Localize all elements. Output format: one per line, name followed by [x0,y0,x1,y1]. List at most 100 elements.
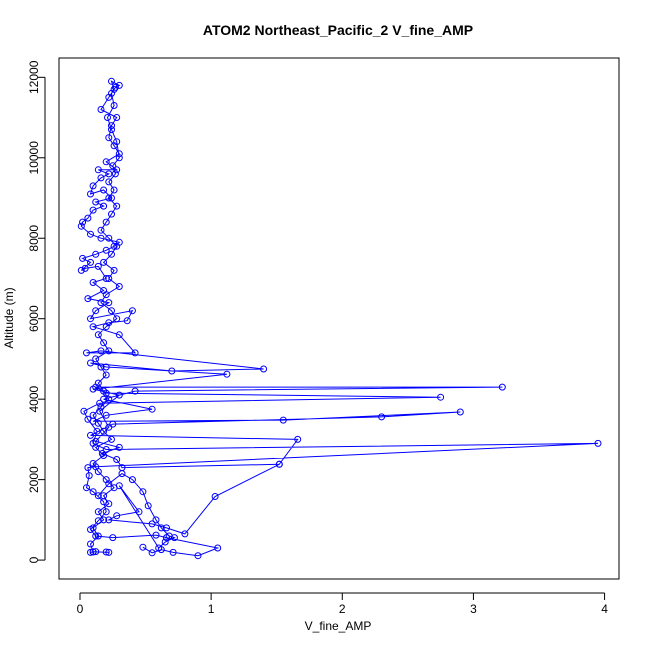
data-point [104,114,111,121]
data-point [161,538,169,546]
data-point [84,214,92,222]
data-point [102,218,110,226]
data-point [105,395,113,403]
data-point [87,258,94,266]
data-point [110,242,118,250]
x-axis-label: V_fine_AMP [305,619,372,633]
data-point [128,476,136,484]
data-point [100,516,108,524]
data-point [148,549,156,557]
data-point [168,367,176,375]
data-point [77,266,85,274]
x-tick-label: 1 [208,602,215,616]
data-point [456,408,464,416]
data-point [89,182,97,190]
data-point [105,423,113,431]
data-point [100,387,108,395]
data-point [128,307,136,315]
data-point [113,138,121,146]
data-point [105,299,113,307]
data-point [83,349,90,357]
data-point [437,393,445,401]
data-point [108,435,115,443]
y-tick-label: 4000 [27,385,41,412]
data-point [97,234,105,242]
x-tick-label: 0 [77,602,84,616]
y-tick-label: 10000 [27,141,41,175]
data-point [115,443,123,451]
data-point [94,532,102,540]
data-point [87,230,94,238]
chart-title: ATOM2 Northeast_Pacific_2 V_fine_AMP [203,22,473,38]
data-point [100,186,108,194]
data-point [181,530,189,538]
x-axis: 0 1 2 3 4 [77,592,608,616]
data-point [105,170,113,178]
data-point [105,134,113,142]
data-point [94,508,102,516]
data-point [123,317,131,325]
data-point [84,464,92,472]
data-point [294,435,302,443]
data-point [108,307,115,315]
data-point [97,174,105,182]
y-tick-label: 6000 [27,305,41,332]
data-point [100,395,108,403]
data-point [110,186,118,194]
data-point [87,315,94,323]
data-point [105,516,113,524]
data-point [105,178,113,186]
data-point [157,524,165,532]
data-point [92,548,100,556]
data-point [94,492,102,500]
data-point [93,427,101,435]
data-point [109,534,117,542]
data-point [92,443,100,451]
data-point [139,543,147,551]
data-point [152,531,160,539]
data-point [102,548,110,556]
data-point [148,520,156,528]
data-point [89,385,97,393]
data-point [223,370,231,378]
data-point [115,482,123,490]
y-axis: 0 2000 4000 6000 8000 10000 12000 [27,60,46,563]
data-point [102,275,110,282]
data-point [113,512,121,520]
data-point [115,331,123,339]
data-point [89,460,97,467]
y-tick-label: 8000 [27,225,41,252]
data-point [97,106,105,113]
data-point [139,488,147,496]
data-point [108,122,115,130]
data-point [211,493,219,500]
data-point [97,347,105,355]
data-point [94,419,102,427]
data-point [92,355,100,363]
data-point [169,548,177,556]
data-point [115,154,123,162]
data-point [102,246,110,254]
data-point [89,411,97,419]
data-point [94,262,102,270]
data-point [118,470,126,478]
data-point [102,371,110,379]
data-point [94,331,102,339]
data-point [98,450,106,457]
data-point [79,218,87,226]
data-point [97,363,105,371]
data-point [79,254,87,262]
data-point [77,222,85,230]
data-point [170,534,178,542]
data-point [113,202,121,210]
data-point [100,202,108,210]
data-point [94,166,102,174]
data-point [109,162,117,170]
data-point [113,114,121,121]
plot-frame [58,57,620,580]
data-point [102,411,110,419]
data-point [80,407,88,415]
data-point [111,170,119,178]
data-point [102,158,110,166]
